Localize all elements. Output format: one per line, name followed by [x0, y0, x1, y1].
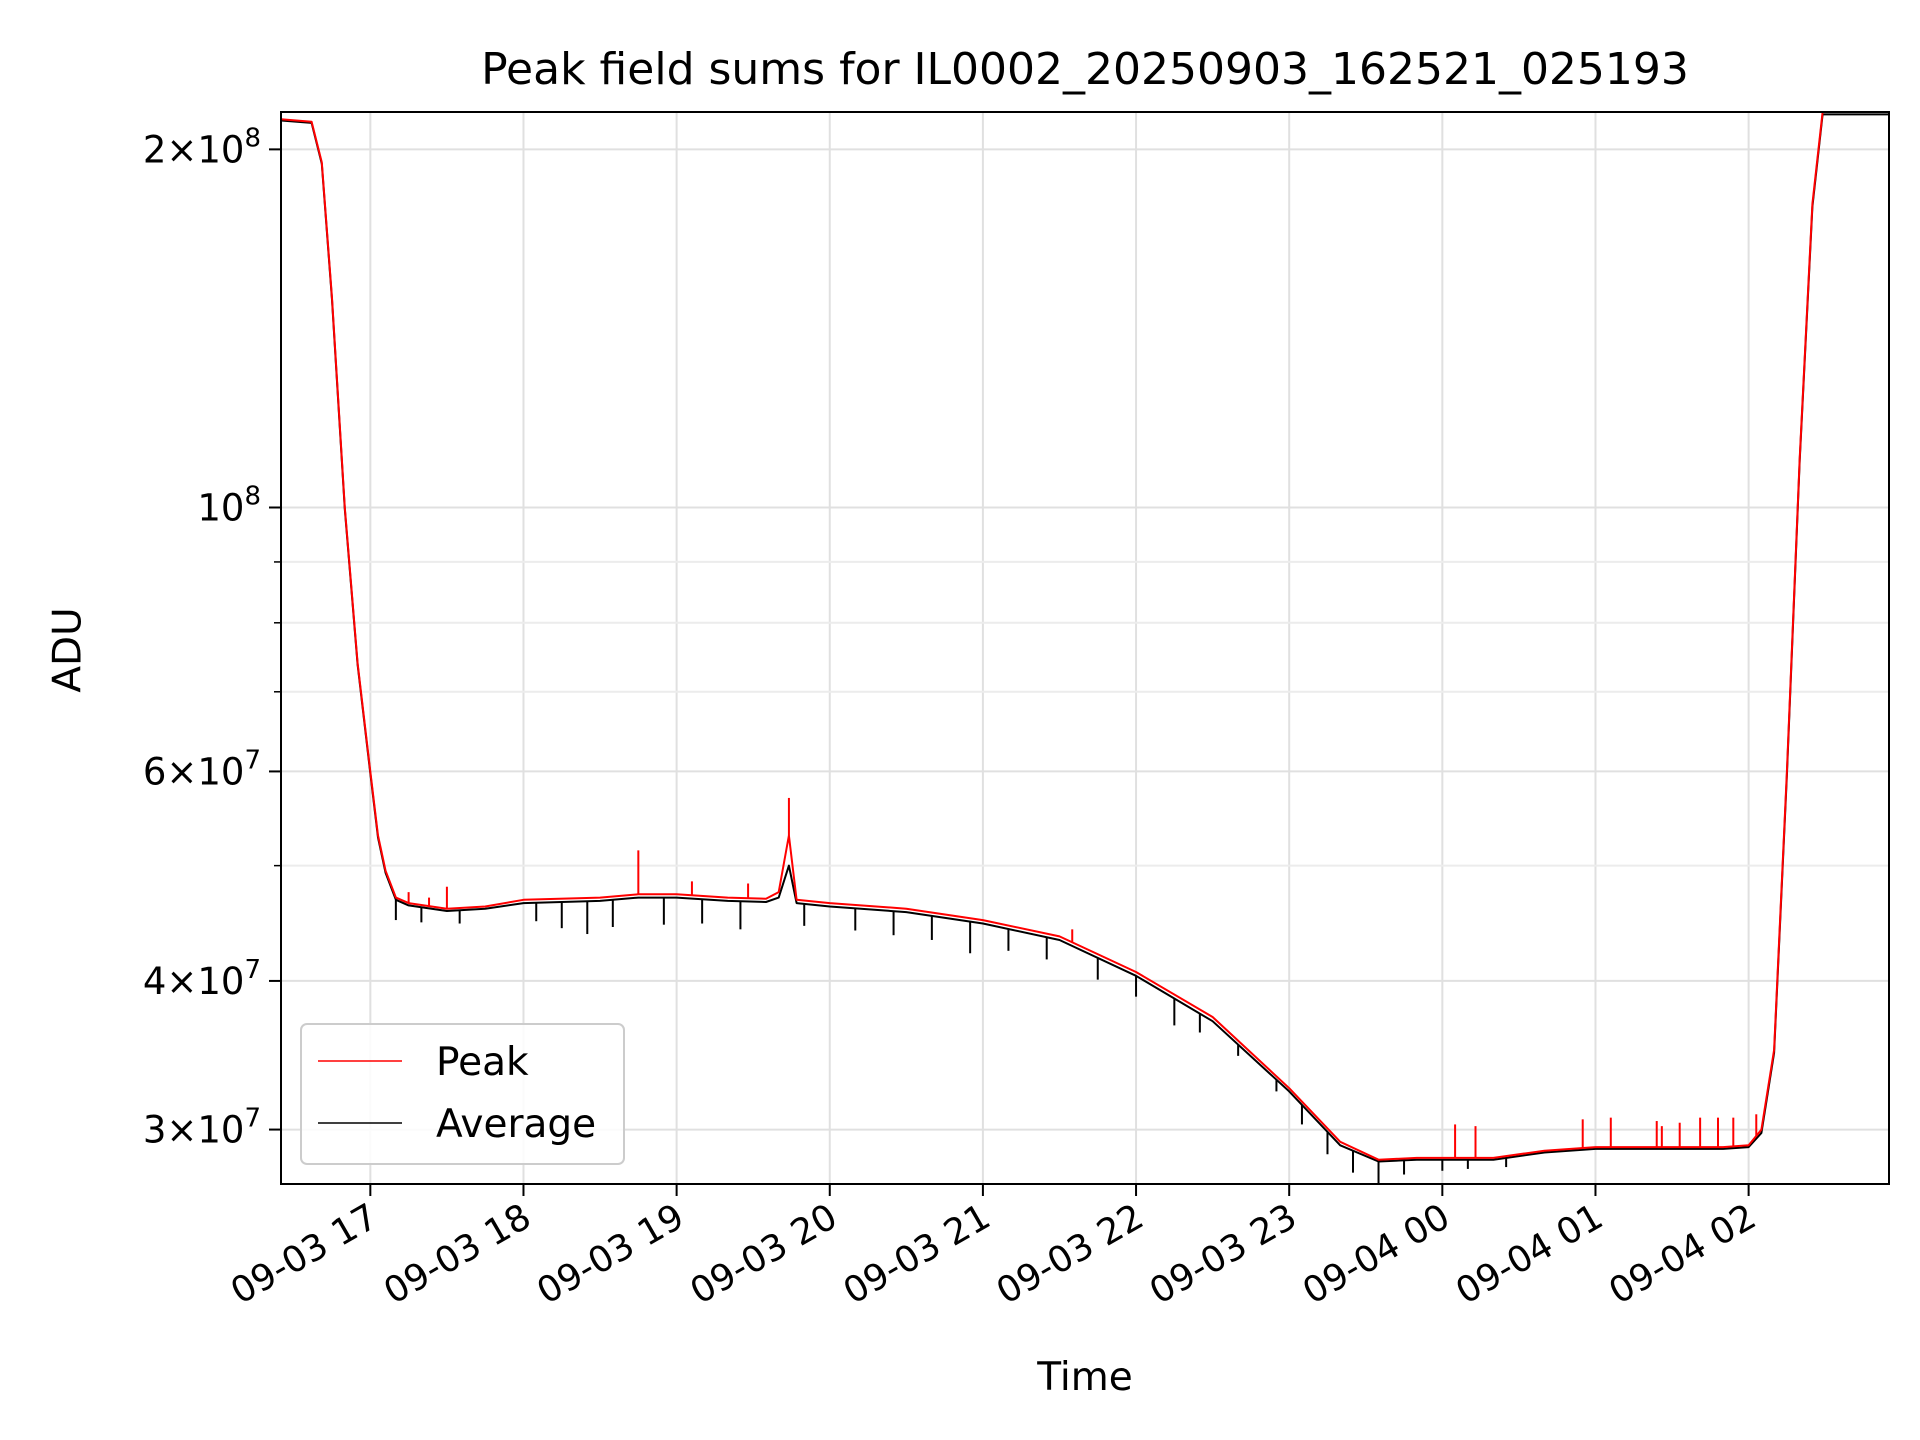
y-tick-mantissa: 4: [143, 960, 167, 1003]
y-tick-label: 2×108: [143, 123, 261, 171]
y-tick-times: ×10: [166, 960, 244, 1003]
y-tick-mantissa: 3: [143, 1109, 167, 1152]
y-tick-exponent: 7: [244, 955, 261, 985]
grid-lines: [281, 112, 1889, 1184]
x-tick-label: 09-03 20: [684, 1196, 845, 1312]
x-tick-label: 09-04 00: [1296, 1196, 1457, 1312]
y-tick-times: ×10: [166, 1109, 244, 1152]
y-tick-exponent: 8: [244, 123, 261, 153]
y-tick-label: 4×107: [143, 955, 261, 1003]
x-tick-label: 09-04 02: [1602, 1196, 1763, 1312]
series-line-peak: [281, 112, 1889, 1161]
y-tick-times: ×10: [166, 128, 244, 171]
y-tick-exponent: 8: [244, 481, 261, 511]
x-tick-label: 09-04 01: [1449, 1196, 1610, 1312]
plot-frame: [280, 111, 1890, 1185]
y-tick-mantissa: 6: [143, 750, 167, 793]
legend-label-peak: Peak: [436, 1040, 529, 1085]
x-tick-label: 09-03 18: [377, 1196, 538, 1312]
y-tick-exponent: 7: [244, 745, 261, 775]
y-tick-base: 10: [197, 486, 244, 529]
chart-title: Peak field sums for IL0002_20250903_1625…: [481, 44, 1689, 95]
y-tick-exponent: 7: [244, 1104, 261, 1134]
legend-box: [300, 1023, 625, 1165]
y-tick-times: ×10: [166, 750, 244, 793]
y-tick-label: 3×107: [143, 1104, 261, 1152]
x-tick-label: 09-03 17: [224, 1196, 385, 1312]
x-tick-label: 09-03 19: [530, 1196, 691, 1312]
y-tick-label: 6×107: [143, 745, 261, 793]
x-tick-label: 09-03 22: [990, 1196, 1151, 1312]
y-tick-mantissa: 2: [143, 128, 167, 171]
legend: Peak Average: [300, 1023, 625, 1165]
x-axis-label: Time: [1037, 1355, 1133, 1400]
legend-label-average: Average: [436, 1102, 596, 1147]
series-line-average: [281, 113, 1889, 1163]
x-tick-label: 09-03 21: [837, 1196, 998, 1312]
y-tick-label: 108: [197, 481, 261, 529]
x-tick-label: 09-03 23: [1143, 1196, 1304, 1312]
series-lines: [281, 112, 1889, 1184]
